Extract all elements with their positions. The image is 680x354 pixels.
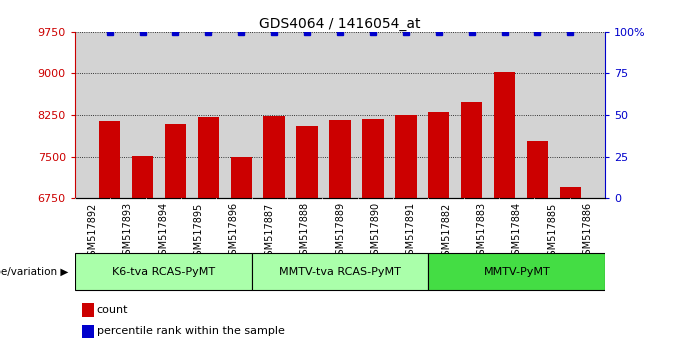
Text: GSM517892: GSM517892 [88,202,97,262]
Bar [75,253,252,290]
Bar [560,187,581,198]
Title: GDS4064 / 1416054_at: GDS4064 / 1416054_at [259,17,421,31]
Bar [263,116,285,198]
Bar [428,112,449,198]
Text: GSM517883: GSM517883 [477,202,486,262]
Bar [527,141,548,198]
Text: count: count [97,305,128,315]
Bar [132,156,153,198]
Bar [198,117,219,198]
Text: MMTV-PyMT: MMTV-PyMT [483,267,550,277]
Bar [231,157,252,198]
Bar [165,125,186,198]
Text: GSM517889: GSM517889 [335,202,345,262]
Text: GSM517890: GSM517890 [371,202,380,262]
Text: GSM517887: GSM517887 [265,202,274,262]
Bar [296,126,318,198]
Text: GSM517895: GSM517895 [194,202,203,262]
Bar [494,72,515,198]
Bar [252,253,428,290]
Text: GSM517882: GSM517882 [441,202,451,262]
Text: GSM517885: GSM517885 [547,202,557,262]
Text: percentile rank within the sample: percentile rank within the sample [97,326,284,336]
Text: GSM517896: GSM517896 [229,202,239,262]
Text: GSM517884: GSM517884 [512,202,522,262]
Bar [329,120,351,198]
Text: GSM517891: GSM517891 [406,202,415,262]
Bar [362,119,384,198]
Text: GSM517886: GSM517886 [583,202,592,262]
Text: GSM517894: GSM517894 [158,202,168,262]
Text: MMTV-tva RCAS-PyMT: MMTV-tva RCAS-PyMT [279,267,401,277]
Text: GSM517893: GSM517893 [123,202,133,262]
Bar [428,253,605,290]
Bar [395,115,417,198]
Text: GSM517888: GSM517888 [300,202,309,262]
Text: genotype/variation ▶: genotype/variation ▶ [0,267,68,277]
Bar [99,121,120,198]
Text: K6-tva RCAS-PyMT: K6-tva RCAS-PyMT [112,267,215,277]
Bar [461,102,482,198]
